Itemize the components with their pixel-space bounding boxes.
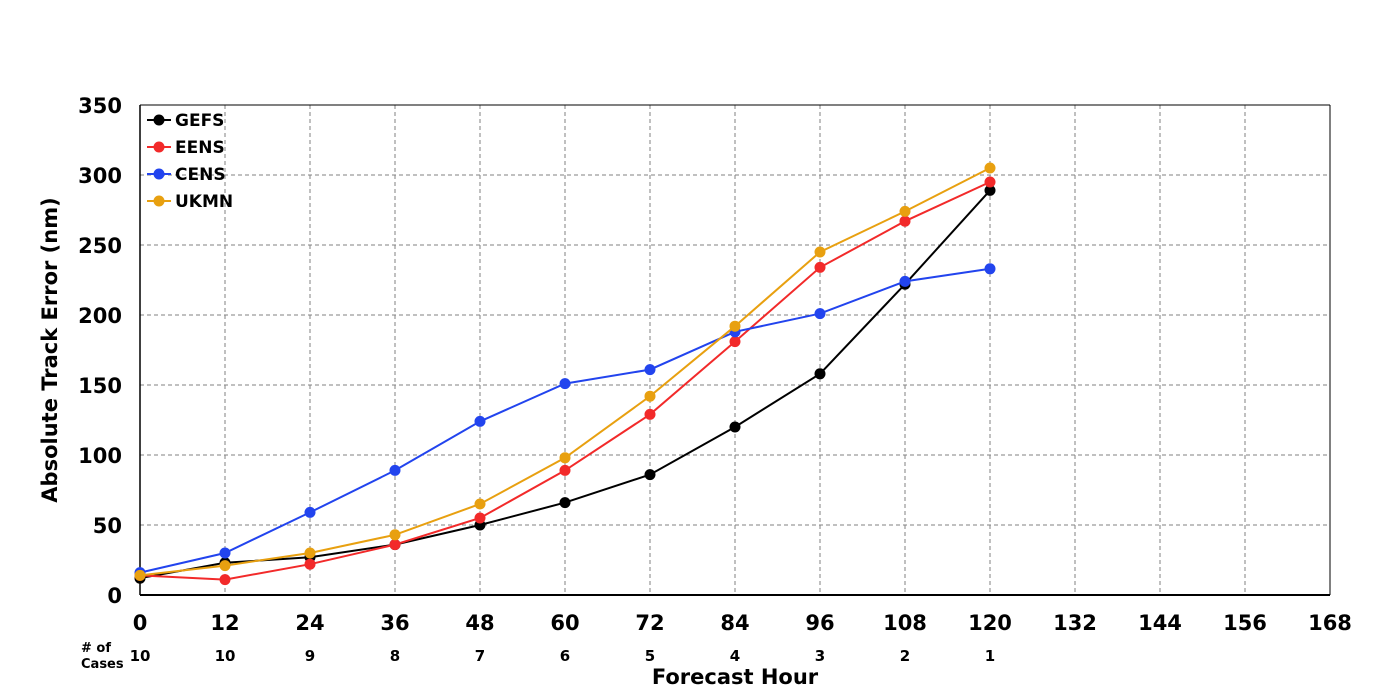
data-point-eens: [984, 176, 996, 188]
case-count: 5: [645, 647, 655, 665]
case-count: 7: [475, 647, 485, 665]
data-point-cens: [304, 506, 316, 518]
data-point-eens: [729, 336, 741, 348]
data-point-cens: [814, 308, 826, 320]
data-point-ukmn: [474, 498, 486, 510]
x-tick-label: 0: [133, 611, 148, 635]
x-tick-label: 144: [1138, 611, 1182, 635]
case-count: 3: [815, 647, 825, 665]
legend-marker-gefs: [153, 114, 165, 126]
case-count: 8: [390, 647, 400, 665]
data-point-ukmn: [644, 390, 656, 402]
data-point-cens: [219, 547, 231, 559]
data-point-gefs: [729, 421, 741, 433]
data-point-cens: [899, 275, 911, 287]
cases-label-line2: Cases: [81, 657, 124, 672]
y-tick-label: 150: [78, 374, 122, 398]
y-tick-label: 200: [78, 304, 122, 328]
x-tick-label: 48: [465, 611, 494, 635]
x-tick-label: 12: [210, 611, 239, 635]
legend-marker-cens: [153, 168, 165, 180]
case-count: 10: [215, 647, 236, 665]
data-point-ukmn: [134, 569, 146, 581]
grid-lines: [140, 105, 1330, 595]
data-point-eens: [389, 539, 401, 551]
x-tick-label: 60: [550, 611, 579, 635]
legend-marker-ukmn: [153, 195, 165, 207]
data-point-eens: [899, 215, 911, 227]
x-axis-label: Forecast Hour: [652, 665, 819, 689]
data-point-ukmn: [729, 320, 741, 332]
legend: GEFS EENS CENS UKMN: [147, 111, 233, 212]
case-count: 1: [985, 647, 995, 665]
case-counts: 10 10 9 8 7 6 5 4 3 2 1: [130, 647, 996, 665]
data-point-ukmn: [559, 452, 571, 464]
cases-label-line1: # of: [81, 641, 111, 656]
y-tick-label: 100: [78, 444, 122, 468]
legend-label-cens: CENS: [175, 165, 226, 185]
x-tick-label: 72: [635, 611, 664, 635]
x-tick-label: 120: [968, 611, 1012, 635]
x-tick-label: 84: [720, 611, 749, 635]
x-tick-label: 108: [883, 611, 927, 635]
data-point-gefs: [644, 469, 656, 481]
series-lines: [134, 162, 996, 586]
tick-labels: 0 12 24 36 48 60 72 84 96 108 120 132 144 156 168 0 50 10…: [78, 94, 1352, 635]
data-point-eens: [814, 261, 826, 273]
data-point-eens: [219, 574, 231, 586]
data-point-gefs: [984, 184, 996, 196]
data-point-cens: [559, 378, 571, 390]
x-tick-label: 156: [1223, 611, 1267, 635]
y-axis-label: Absolute Track Error (nm): [38, 197, 62, 502]
data-point-eens: [474, 512, 486, 524]
y-tick-label: 50: [93, 514, 122, 538]
data-point-eens: [559, 464, 571, 476]
legend-label-gefs: GEFS: [175, 111, 224, 131]
case-count: 6: [560, 647, 570, 665]
y-tick-label: 250: [78, 234, 122, 258]
legend-label-eens: EENS: [175, 138, 225, 158]
case-count: 4: [730, 647, 740, 665]
data-point-cens: [474, 415, 486, 427]
data-point-ukmn: [219, 560, 231, 572]
data-point-gefs: [559, 497, 571, 509]
case-count: 10: [130, 647, 151, 665]
legend-marker-eens: [153, 141, 165, 153]
data-point-cens: [644, 364, 656, 376]
legend-label-ukmn: UKMN: [175, 192, 233, 212]
axes: [139, 104, 1331, 596]
data-point-cens: [984, 263, 996, 275]
case-count: 2: [900, 647, 910, 665]
data-point-ukmn: [304, 547, 316, 559]
y-tick-label: 0: [107, 584, 122, 608]
y-tick-label: 350: [78, 94, 122, 118]
data-point-ukmn: [899, 205, 911, 217]
data-point-ukmn: [389, 529, 401, 541]
y-tick-label: 300: [78, 164, 122, 188]
x-tick-label: 24: [295, 611, 324, 635]
x-tick-label: 36: [380, 611, 409, 635]
data-point-eens: [304, 558, 316, 570]
data-point-ukmn: [984, 162, 996, 174]
x-tick-label: 132: [1053, 611, 1097, 635]
data-point-gefs: [814, 368, 826, 380]
x-tick-label: 96: [805, 611, 834, 635]
data-point-eens: [644, 408, 656, 420]
data-point-ukmn: [814, 246, 826, 258]
data-point-cens: [389, 464, 401, 476]
x-tick-label: 168: [1308, 611, 1352, 635]
case-count: 9: [305, 647, 315, 665]
